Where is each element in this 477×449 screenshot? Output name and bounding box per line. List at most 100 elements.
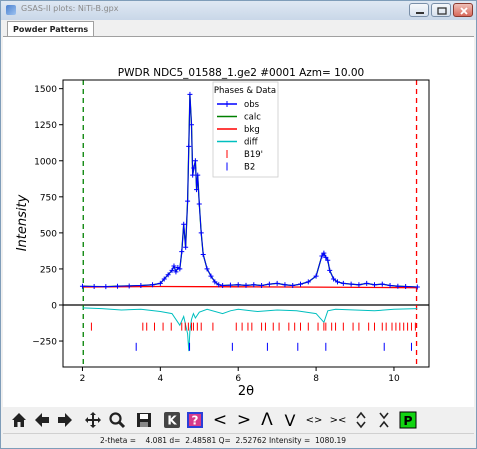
obs-point	[387, 283, 393, 289]
obs-point	[188, 122, 194, 128]
minimize-button[interactable]	[409, 3, 429, 17]
obs-point	[91, 284, 97, 290]
app-icon	[6, 5, 16, 15]
expand-vertical-icon	[356, 411, 366, 429]
chart-title: PWDR NDC5_01588_1.ge2 #0001 Azm= 10.00	[118, 67, 364, 79]
tab-powder-patterns[interactable]: Powder Patterns	[7, 21, 95, 36]
obs-point	[327, 267, 333, 273]
x-axis-label: 2θ	[238, 384, 254, 399]
obs-point	[190, 172, 196, 178]
obs-point	[195, 172, 201, 178]
obs-point	[340, 280, 346, 286]
pan-button[interactable]	[83, 410, 103, 430]
close-button[interactable]	[453, 3, 473, 17]
back-button[interactable]	[32, 410, 52, 430]
save-button[interactable]	[134, 410, 154, 430]
obs-point	[150, 282, 156, 288]
y-tick-label: 500	[40, 229, 57, 239]
shift-right-button[interactable]: >	[236, 410, 252, 430]
obs-point	[179, 249, 185, 255]
obs-point	[204, 266, 210, 272]
series-diff-line	[82, 307, 418, 352]
plot-canvas[interactable]: PWDR NDC5_01588_1.ge2 #0001 Azm= 10.00 2…	[3, 37, 474, 407]
legend-label: bkg	[244, 125, 260, 135]
forward-button[interactable]	[55, 410, 75, 430]
legend-entry: calc	[217, 113, 261, 123]
help-icon: ?	[187, 412, 203, 428]
svg-text:P: P	[403, 413, 412, 428]
obs-point	[187, 91, 193, 97]
y-tick-label: 1500	[34, 85, 57, 95]
legend-label: B2	[244, 163, 255, 173]
obs-point	[227, 282, 233, 288]
obs-point	[169, 267, 175, 273]
obs-point	[200, 252, 206, 258]
obs-point	[243, 282, 249, 288]
contract-button[interactable]: ><	[329, 414, 347, 426]
legend-entries: obs calc bkg diff B19' B2	[217, 100, 263, 173]
p-button[interactable]: P	[398, 410, 418, 430]
k-icon: K	[164, 412, 180, 428]
axes-frame	[62, 79, 430, 368]
obs-point	[298, 281, 304, 287]
obs-point	[126, 283, 132, 289]
obs-point	[79, 283, 85, 289]
obs-point	[216, 282, 222, 288]
svg-text:K: K	[167, 414, 177, 428]
obs-point	[115, 283, 121, 289]
save-icon	[137, 413, 151, 427]
axes-layer: 2 4 6 8 10 −250 0 250 500 750 1000 1250 1500	[32, 85, 400, 384]
obs-point	[196, 201, 202, 207]
help-button[interactable]: ?	[185, 410, 205, 430]
x-tick-label: 6	[235, 374, 241, 384]
obs-point	[161, 276, 167, 282]
p-icon: P	[399, 411, 417, 429]
home-button[interactable]	[9, 410, 29, 430]
maximize-button[interactable]	[431, 3, 451, 17]
obs-point	[165, 272, 171, 278]
shift-down-button[interactable]: V	[284, 410, 296, 430]
expand-button[interactable]: <>	[305, 414, 323, 426]
obs-point	[259, 283, 265, 289]
obs-point	[395, 283, 401, 289]
expand-vertical-button[interactable]	[351, 410, 371, 430]
obs-point	[235, 282, 241, 288]
obs-point	[103, 284, 109, 290]
obs-point	[364, 280, 370, 286]
obs-point	[266, 281, 272, 287]
legend-label: obs	[244, 100, 260, 110]
obs-point	[335, 279, 340, 285]
legend: Phases & Data obs calc bkg diff B19' B2	[212, 81, 279, 178]
y-tick-label: −250	[32, 338, 57, 348]
status-bar: 2-theta = 4.081 d= 2.48581 Q= 2.52762 In…	[3, 433, 474, 448]
obs-point	[251, 282, 257, 288]
back-arrow-icon	[35, 413, 49, 427]
obs-point	[157, 280, 163, 286]
k-button[interactable]: K	[162, 410, 182, 430]
legend-entry: B19'	[226, 150, 263, 160]
legend-title: Phases & Data	[214, 86, 276, 96]
obs-point	[177, 266, 183, 272]
obs-point	[379, 281, 385, 287]
cursor-readout: 2-theta = 4.081 d= 2.48581 Q= 2.52762 In…	[100, 436, 347, 445]
powder-pattern-chart[interactable]: PWDR NDC5_01588_1.ge2 #0001 Azm= 10.00 2…	[3, 37, 474, 407]
obs-point	[290, 283, 296, 289]
x-tick-label: 8	[313, 374, 319, 384]
y-tick-label: 1000	[34, 157, 57, 167]
legend-entry: bkg	[217, 125, 260, 135]
legend-entry: diff	[217, 138, 259, 148]
title-bar[interactable]: GSAS-II plots: NiTi-B.gpx	[1, 1, 476, 20]
series-obs-line	[82, 94, 418, 288]
obs-point	[356, 282, 362, 288]
obs-point	[282, 282, 288, 288]
shift-left-button[interactable]: <	[212, 410, 228, 430]
contract-vertical-button[interactable]	[374, 410, 394, 430]
maximize-icon	[437, 7, 447, 15]
obs-point	[185, 198, 191, 204]
x-tick-label: 4	[157, 374, 163, 384]
tab-bar: Powder Patterns	[3, 20, 474, 37]
shift-up-button[interactable]: Λ	[261, 410, 273, 430]
obs-point	[323, 254, 329, 260]
zoom-button[interactable]	[107, 410, 127, 430]
